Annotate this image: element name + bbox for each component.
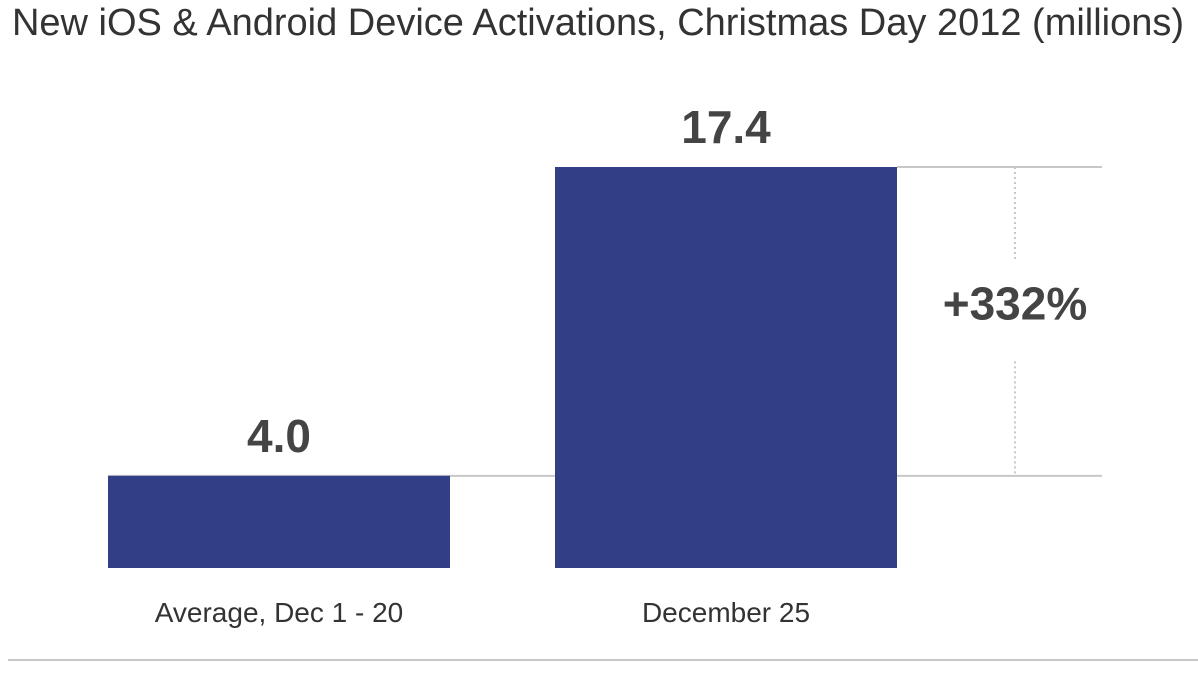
value-labels: 4.0 17.4 <box>247 101 771 462</box>
bar-2 <box>555 167 897 568</box>
category-label-2: December 25 <box>642 597 810 628</box>
chart-title: New iOS & Android Device Activations, Ch… <box>12 2 1184 44</box>
value-label-2: 17.4 <box>681 101 771 153</box>
bar-1 <box>108 475 450 568</box>
growth-annotation: +332% <box>943 167 1088 476</box>
category-label-1: Average, Dec 1 - 20 <box>155 597 404 628</box>
category-labels: Average, Dec 1 - 20 December 25 <box>155 597 810 628</box>
value-label-1: 4.0 <box>247 410 311 462</box>
bars <box>108 167 897 568</box>
growth-percentage-label: +332% <box>943 277 1088 329</box>
